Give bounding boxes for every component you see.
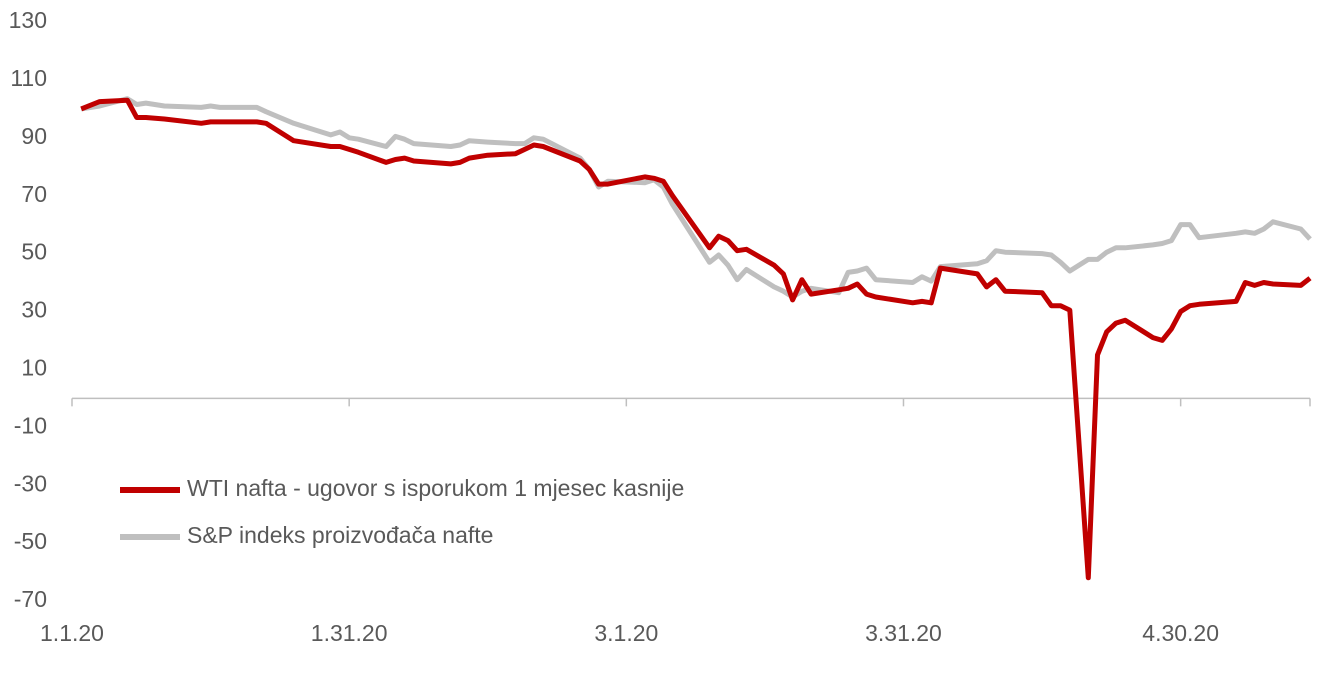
y-tick-label: 90 bbox=[21, 123, 47, 149]
line-series bbox=[80, 96, 1312, 300]
y-tick-label: 70 bbox=[21, 181, 47, 207]
y-tick-label: 30 bbox=[21, 297, 47, 323]
y-tick-label: -50 bbox=[14, 528, 47, 554]
line-series bbox=[80, 97, 1312, 581]
x-tick-label: 1.1.20 bbox=[40, 620, 104, 646]
x-tick-label: 4.30.20 bbox=[1142, 620, 1219, 646]
y-tick-label: -10 bbox=[14, 412, 47, 438]
y-tick-label: -30 bbox=[14, 470, 47, 496]
y-tick-label: 110 bbox=[10, 65, 47, 91]
x-tick-label: 3.1.20 bbox=[594, 620, 658, 646]
x-tick-label: 1.31.20 bbox=[311, 620, 388, 646]
y-tick-label: 10 bbox=[21, 354, 47, 380]
y-tick-label: 130 bbox=[9, 7, 47, 33]
legend-label: WTI nafta - ugovor s isporukom 1 mjesec … bbox=[187, 475, 684, 501]
x-tick-label: 3.31.20 bbox=[865, 620, 942, 646]
legend-label: S&P indeks proizvođača nafte bbox=[187, 522, 493, 548]
y-tick-label: 50 bbox=[21, 239, 47, 265]
y-tick-label: -70 bbox=[14, 586, 47, 612]
